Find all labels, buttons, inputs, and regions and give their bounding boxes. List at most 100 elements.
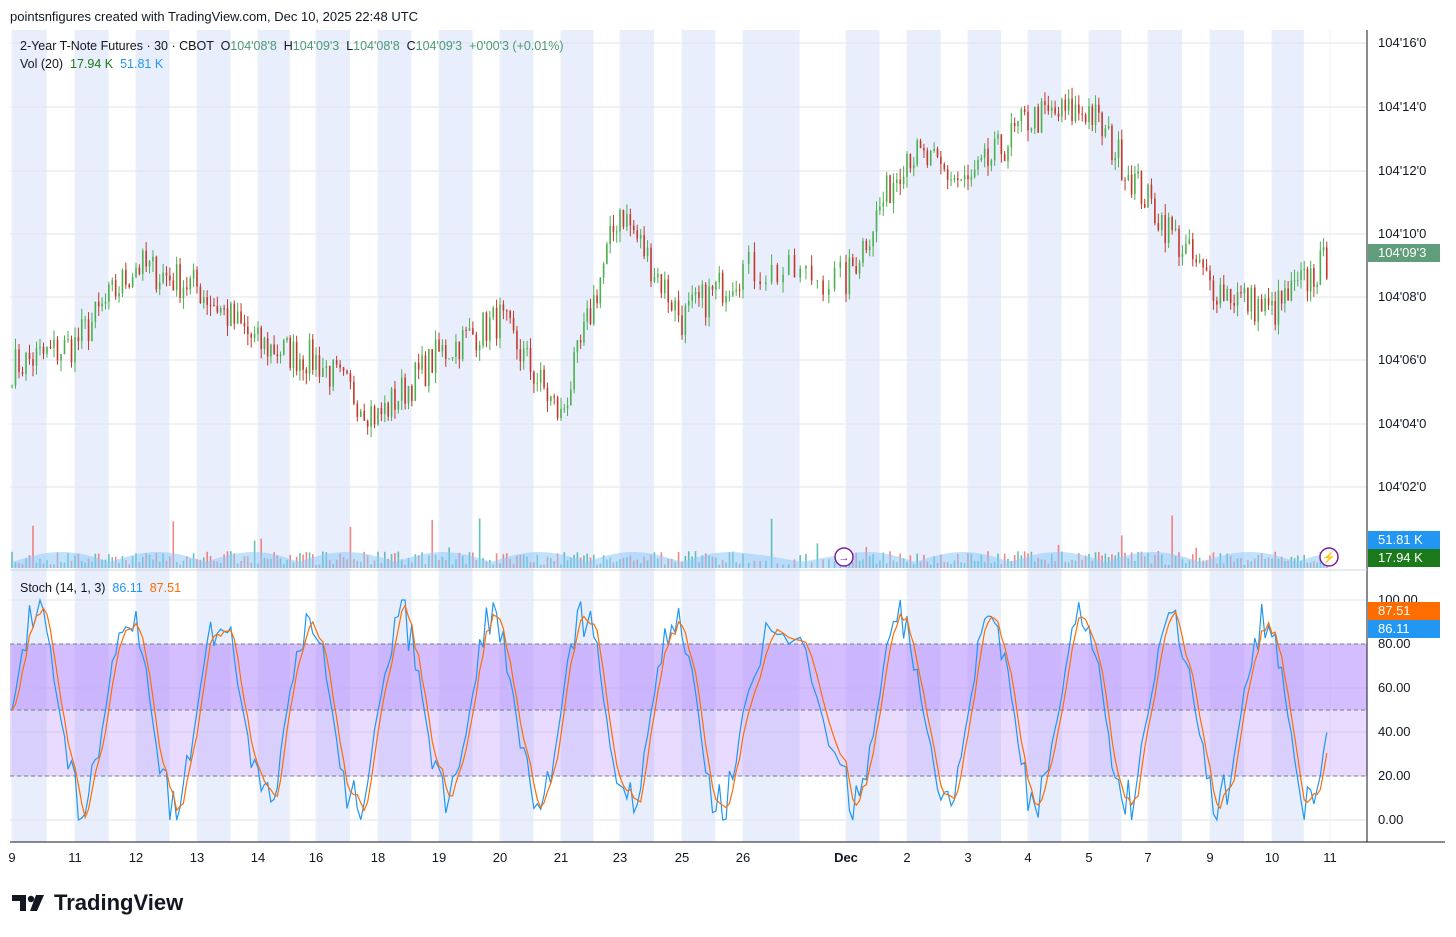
candle-body xyxy=(782,274,784,283)
time-tick-label: 7 xyxy=(1144,850,1151,865)
legend-h-value: 104'09'3 xyxy=(292,39,340,53)
candle-body xyxy=(394,388,396,410)
candle-body xyxy=(1306,268,1309,292)
candle-body xyxy=(305,369,308,374)
candle-body xyxy=(759,281,761,285)
candle-body xyxy=(356,403,359,417)
candle-body xyxy=(522,348,525,362)
candle-body xyxy=(1309,268,1312,292)
stoch-k-badge-bg xyxy=(1368,620,1440,638)
candle-body xyxy=(1209,270,1211,281)
candle-body xyxy=(787,255,790,275)
candle-body xyxy=(1010,123,1013,148)
stoch-lines xyxy=(11,597,1328,822)
candle-body xyxy=(141,250,144,275)
candle-body xyxy=(1137,171,1139,174)
candle-body xyxy=(431,349,434,373)
candle-body xyxy=(189,278,192,290)
candle-body xyxy=(236,311,239,324)
candle-body xyxy=(509,311,511,319)
candle-body xyxy=(539,369,542,383)
candle-body xyxy=(997,134,999,139)
candle-body xyxy=(80,319,83,342)
legend-stoch-label: Stoch (14, 1, 3) xyxy=(20,581,106,595)
lightning-glyph: ⚡ xyxy=(1322,551,1336,564)
price-candles xyxy=(11,87,1328,438)
candle-body xyxy=(822,280,824,295)
stoch-d-badge: 87.51 xyxy=(1378,603,1411,618)
candle-body xyxy=(91,321,93,342)
volume-bar xyxy=(32,525,34,568)
candle-body xyxy=(1000,134,1003,155)
candle-body xyxy=(448,358,450,360)
candle-body xyxy=(602,263,605,278)
candle-body xyxy=(546,387,549,402)
time-tick-label: 21 xyxy=(554,850,568,865)
legend-stoch-k: 86.11 xyxy=(112,581,143,595)
candle-body xyxy=(622,209,625,227)
volume-bar xyxy=(11,551,13,568)
candle-body xyxy=(250,334,253,338)
candle-body xyxy=(175,264,178,291)
candle-body xyxy=(318,355,321,377)
candle-body xyxy=(70,339,73,363)
candle-body xyxy=(619,209,621,232)
candle-body xyxy=(286,337,288,341)
candle-body xyxy=(335,359,338,365)
candle-body xyxy=(606,244,608,264)
candle-body xyxy=(434,339,437,373)
candle-body xyxy=(1013,123,1016,126)
candle-body xyxy=(536,382,539,384)
candle-body xyxy=(1181,253,1184,257)
candle-body xyxy=(104,301,107,304)
candle-body xyxy=(128,284,131,288)
candle-body xyxy=(465,329,467,331)
candle-body xyxy=(1091,106,1094,125)
jump-to-realtime-icon[interactable] xyxy=(834,547,854,567)
candle-body xyxy=(629,214,632,226)
jump-arrow: → xyxy=(839,552,850,564)
tradingview-logo-icon xyxy=(12,895,44,911)
candle-body xyxy=(1167,217,1170,243)
price-tick-label: 104'10'0 xyxy=(1378,226,1426,241)
candle-body xyxy=(872,231,874,247)
candle-body xyxy=(138,267,141,275)
candle-body xyxy=(1191,239,1194,260)
candle-body xyxy=(639,235,642,239)
candle-body xyxy=(155,256,158,290)
candle-body xyxy=(599,277,602,304)
candle-body xyxy=(550,396,552,402)
candle-body xyxy=(118,293,120,297)
candle-body xyxy=(87,319,90,342)
stoch-band-lower xyxy=(10,710,1367,776)
candle-body xyxy=(56,339,59,361)
time-tick-label: Dec xyxy=(834,850,858,865)
candle-body xyxy=(260,327,263,350)
vol-ma-badge: 51.81 K xyxy=(1378,532,1423,547)
legend-c-value: 104'09'3 xyxy=(415,39,463,53)
candle-body xyxy=(108,284,110,302)
legend-vol-label: Vol (20) xyxy=(20,57,64,71)
legend-vol-value: 17.94 K xyxy=(70,57,114,71)
candle-body xyxy=(711,286,714,290)
candle-body xyxy=(1157,223,1160,230)
time-tick-label: 2 xyxy=(903,850,910,865)
candle-body xyxy=(1178,228,1180,257)
stoch-d-line xyxy=(11,603,1328,820)
candle-body xyxy=(1247,287,1249,312)
candle-body xyxy=(973,169,976,177)
lightning-icon[interactable] xyxy=(1319,547,1339,567)
candle-body xyxy=(1260,298,1263,312)
tradingview-brand[interactable]: TradingView xyxy=(12,890,183,916)
candle-body xyxy=(691,294,693,301)
candle-body xyxy=(960,179,963,181)
candle-body xyxy=(1020,109,1023,122)
stoch-tick-label: 0.00 xyxy=(1378,812,1403,827)
candle-body xyxy=(839,262,842,268)
candle-body xyxy=(489,317,491,341)
volume-bar xyxy=(394,553,396,568)
price-tick-label: 104'12'0 xyxy=(1378,163,1426,178)
candle-body xyxy=(1101,112,1103,137)
volume-bar xyxy=(677,551,680,568)
